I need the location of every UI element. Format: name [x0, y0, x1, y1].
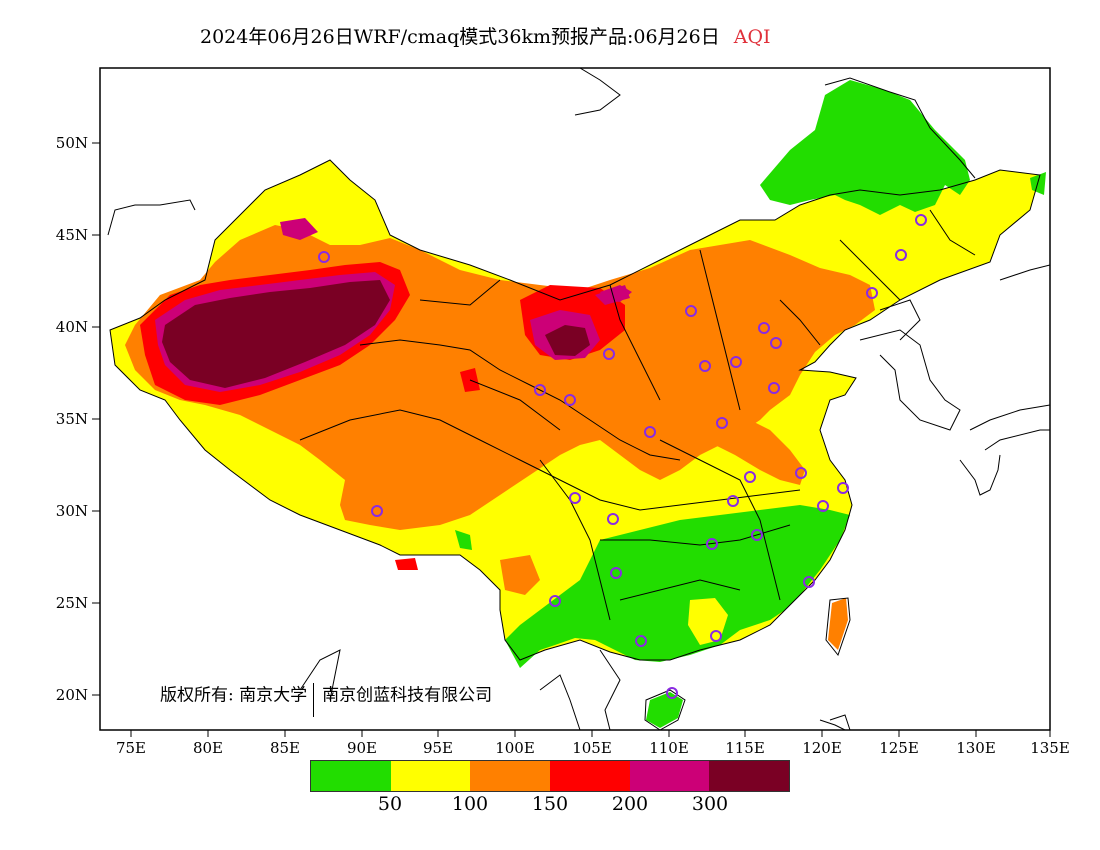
lat-labels: 50N 45N 40N 35N 30N 25N 20N — [56, 134, 88, 704]
region-good-south — [505, 505, 850, 668]
station-markers — [318, 214, 927, 699]
title-main: 2024年06月26日WRF/cmaq模式36km预报产品:06月26日 — [200, 26, 720, 48]
lon-label: 115E — [725, 739, 765, 757]
station-marker — [751, 529, 763, 541]
legend-label: 300 — [691, 793, 729, 815]
station-marker — [666, 687, 678, 699]
station-marker — [837, 482, 849, 494]
region-very-unhealthy-blob — [600, 285, 632, 302]
legend-label: 200 — [611, 793, 649, 815]
region-moderate-south-patch — [688, 598, 728, 645]
region-hazardous — [162, 280, 390, 388]
title-variable: AQI — [733, 26, 771, 48]
legend-swatch-very-unhealthy — [629, 761, 710, 791]
region-unhealthy-patch2 — [395, 558, 418, 570]
legend-label: 50 — [377, 793, 403, 815]
station-marker — [534, 384, 546, 396]
station-marker — [730, 356, 742, 368]
lon-label: 85E — [270, 739, 300, 757]
lon-label: 80E — [193, 739, 223, 757]
legend-swatch-unhealthy — [550, 761, 630, 791]
region-very-unhealthy-north — [280, 218, 318, 240]
lon-axis — [130, 730, 1051, 737]
lon-labels: 75E 80E 85E 90E 95E 100E 105E 110E 115E … — [116, 739, 1070, 757]
map-content — [107, 68, 1050, 730]
station-marker — [817, 500, 829, 512]
lat-label: 25N — [56, 594, 88, 612]
legend-swatch-hazardous — [709, 761, 790, 791]
lon-label: 120E — [802, 739, 842, 757]
station-marker — [603, 348, 615, 360]
station-marker — [795, 467, 807, 479]
legend-swatch-moderate — [390, 761, 471, 791]
lat-label: 45N — [56, 226, 88, 244]
lon-label: 90E — [347, 739, 377, 757]
station-marker — [768, 382, 780, 394]
region-good-patch — [455, 530, 472, 550]
map-title: 2024年06月26日WRF/cmaq模式36km预报产品:06月26日 AQI — [200, 22, 771, 49]
station-marker — [770, 337, 782, 349]
map-frame — [99, 67, 1051, 731]
lat-label: 20N — [56, 686, 88, 704]
lon-label: 105E — [572, 739, 612, 757]
station-marker — [803, 576, 815, 588]
station-marker — [569, 492, 581, 504]
legend-label: 150 — [531, 793, 569, 815]
station-marker — [895, 249, 907, 261]
legend-swatch-usg — [470, 761, 551, 791]
station-marker — [758, 322, 770, 334]
station-marker — [635, 635, 647, 647]
region-good-hainan — [646, 692, 683, 728]
region-hazardous-ningxia — [545, 325, 590, 356]
station-marker — [371, 505, 383, 517]
region-usg-taiwan — [828, 598, 848, 650]
lon-label: 135E — [1030, 739, 1070, 757]
station-marker — [318, 251, 330, 263]
station-marker — [915, 214, 927, 226]
lat-label: 30N — [56, 502, 88, 520]
station-marker — [706, 538, 718, 550]
station-marker — [610, 567, 622, 579]
lon-label: 110E — [649, 739, 689, 757]
station-marker — [607, 513, 619, 525]
station-marker — [549, 595, 561, 607]
station-marker — [710, 630, 722, 642]
region-good-northeast — [760, 80, 970, 215]
lon-label: 95E — [423, 739, 453, 757]
lon-label: 130E — [956, 739, 996, 757]
border-lines — [107, 68, 1050, 730]
lon-label: 100E — [495, 739, 535, 757]
station-marker — [727, 495, 739, 507]
lat-label: 35N — [56, 410, 88, 428]
station-marker — [564, 394, 576, 406]
legend-label: 100 — [451, 793, 489, 815]
lon-label: 75E — [116, 739, 146, 757]
station-marker — [866, 287, 878, 299]
lat-axis — [92, 142, 100, 696]
region-usg-east — [700, 415, 805, 485]
copyright-org1: 南京大学 — [239, 685, 308, 706]
copyright-org2: 南京创蓝科技有限公司 — [322, 685, 493, 706]
color-legend — [310, 760, 790, 792]
lat-label: 40N — [56, 318, 88, 336]
legend-labels: 50 100 150 200 300 — [0, 793, 1100, 819]
copyright-separator — [313, 683, 315, 717]
station-marker — [644, 426, 656, 438]
copyright-notice: 版权所有: 南京大学 南京创蓝科技有限公司 — [160, 679, 493, 717]
station-marker — [699, 360, 711, 372]
lat-label: 50N — [56, 134, 88, 152]
region-usg-yunnan-edge — [500, 555, 540, 595]
lon-label: 125E — [879, 739, 919, 757]
station-marker — [685, 305, 697, 317]
station-marker — [744, 471, 756, 483]
station-marker — [716, 417, 728, 429]
legend-swatch-good — [311, 761, 391, 791]
copyright-owner-label: 版权所有: — [160, 685, 234, 706]
